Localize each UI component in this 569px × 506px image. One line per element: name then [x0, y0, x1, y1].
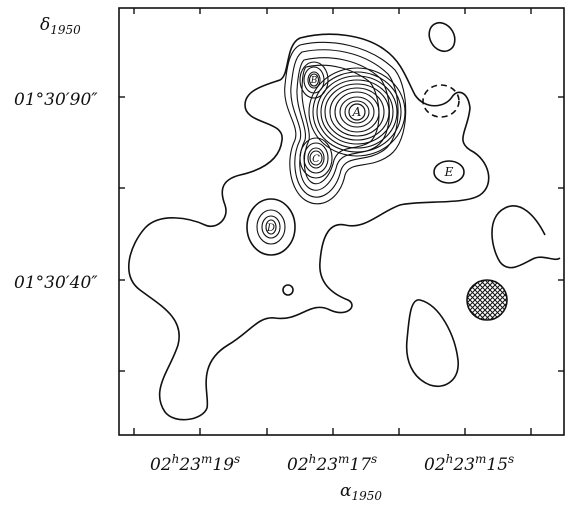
y-tick-label-top: 01°30′90″: [14, 90, 98, 110]
source-C-label: C: [312, 154, 320, 165]
right-edge-contour: [491, 205, 561, 269]
y-axis-title: δ1950: [40, 15, 81, 37]
y-ticks: [119, 96, 564, 372]
y-tick-label-bottom: 01°30′40″: [14, 273, 98, 293]
x-tick-label-3: 02h23m15s: [424, 452, 514, 475]
source-C-marker: C: [309, 150, 323, 166]
source-D-label: D: [266, 223, 275, 234]
negative-contour: [422, 84, 460, 118]
outer-contour: [128, 33, 490, 421]
source-C-contours: [299, 137, 333, 179]
source-B-contours: [299, 61, 329, 99]
source-D-marker: D: [265, 219, 277, 235]
source-A-label: A: [352, 105, 362, 119]
complex-envelope-contours: [284, 41, 407, 205]
small-dot-contour: [282, 284, 294, 296]
source-A-marker: A: [348, 103, 366, 121]
x-tick-label-2: 02h23m17s: [287, 452, 377, 475]
source-B-marker: B: [308, 73, 320, 87]
top-right-contour: [428, 21, 456, 53]
beam: [466, 279, 508, 321]
source-E-label: E: [444, 165, 454, 179]
x-ticks: [133, 8, 532, 435]
x-tick-label-1: 02h23m19s: [150, 452, 240, 475]
source-B-label: B: [310, 76, 318, 86]
source-E-contour: [433, 160, 465, 184]
x-axis-title: α1950: [340, 481, 382, 503]
teardrop-contour: [405, 299, 459, 387]
plot-frame: [118, 7, 565, 436]
source-D-contours: [246, 198, 296, 256]
